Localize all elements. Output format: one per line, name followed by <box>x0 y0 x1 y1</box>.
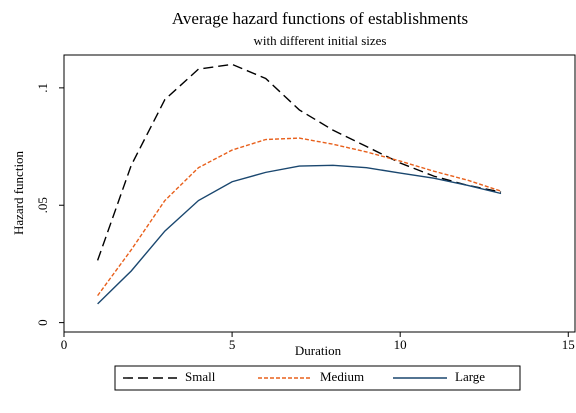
legend-label: Small <box>185 369 216 384</box>
x-tick-label: 5 <box>229 337 236 352</box>
x-tick-label: 10 <box>394 337 407 352</box>
line-series <box>96 63 502 261</box>
x-tick-label: 15 <box>562 337 575 352</box>
chart-title: Average hazard functions of establishmen… <box>172 9 468 28</box>
line-series <box>97 137 502 297</box>
legend-label: Large <box>455 369 485 384</box>
y-tick-label: 0 <box>35 319 50 326</box>
x-axis-label: Duration <box>295 343 342 358</box>
line-series <box>97 164 502 305</box>
x-tick-label: 0 <box>61 337 68 352</box>
plot-frame <box>63 54 576 333</box>
y-tick-label: .05 <box>35 197 50 213</box>
y-tick-label: .1 <box>35 83 50 93</box>
chart-subtitle: with different initial sizes <box>254 33 387 48</box>
legend-label: Medium <box>320 369 364 384</box>
y-axis-label: Hazard function <box>11 150 26 235</box>
legend-box <box>114 365 521 391</box>
